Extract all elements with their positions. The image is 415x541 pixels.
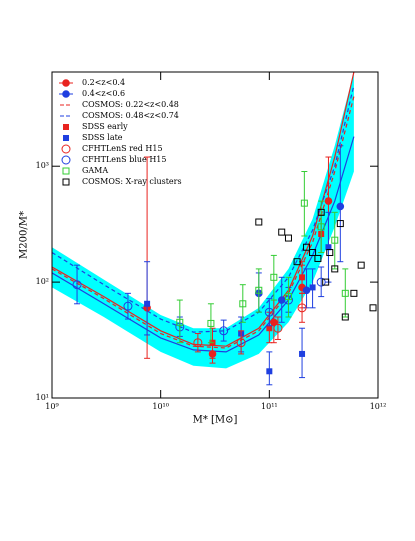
y-tick-label: 10² bbox=[36, 277, 49, 286]
legend-label: 0.4<z<0.6 bbox=[82, 89, 125, 98]
marker bbox=[350, 289, 358, 297]
legend-label: CFHTLenS blue H15 bbox=[82, 155, 166, 164]
marker bbox=[61, 144, 71, 154]
marker bbox=[341, 289, 349, 297]
marker bbox=[63, 124, 69, 130]
legend-label: 0.2<z<0.4 bbox=[82, 78, 125, 87]
x-tick-label: 10¹² bbox=[370, 402, 387, 411]
marker bbox=[63, 135, 69, 141]
plot bbox=[52, 72, 390, 386]
marker bbox=[270, 318, 278, 327]
marker bbox=[309, 249, 317, 257]
marker bbox=[324, 197, 333, 205]
marker bbox=[176, 318, 184, 326]
marker bbox=[299, 350, 306, 357]
x-tick-label: 10¹¹ bbox=[261, 402, 278, 411]
marker bbox=[369, 304, 377, 312]
marker bbox=[322, 278, 330, 286]
marker bbox=[123, 301, 133, 311]
marker bbox=[309, 284, 316, 291]
marker bbox=[266, 325, 273, 332]
marker bbox=[219, 326, 229, 336]
marker bbox=[297, 303, 307, 313]
y-tick-label: 10¹ bbox=[36, 393, 49, 402]
legend-label: SDSS late bbox=[82, 133, 123, 142]
marker bbox=[317, 223, 325, 231]
marker bbox=[384, 274, 390, 280]
legend-label: GAMA bbox=[82, 166, 108, 175]
legend-label: CFHTLenS red H15 bbox=[82, 144, 163, 153]
marker bbox=[62, 79, 70, 87]
marker bbox=[331, 265, 339, 273]
model-line bbox=[52, 85, 355, 333]
marker bbox=[61, 155, 71, 165]
marker bbox=[72, 280, 82, 290]
marker bbox=[357, 261, 365, 269]
marker bbox=[316, 277, 326, 287]
legend-label: COSMOS: 0.48<z<0.74 bbox=[82, 111, 179, 120]
marker bbox=[284, 234, 292, 242]
marker bbox=[336, 202, 345, 211]
marker bbox=[264, 307, 274, 317]
marker bbox=[317, 208, 325, 216]
x-axis-label: M* [M⊙] bbox=[193, 415, 238, 426]
marker bbox=[270, 273, 278, 281]
marker bbox=[331, 236, 339, 244]
x-tick-label: 10¹⁰ bbox=[152, 402, 169, 411]
legend-label: SDSS early bbox=[82, 122, 128, 131]
marker bbox=[255, 286, 263, 294]
marker bbox=[300, 199, 308, 207]
marker bbox=[379, 262, 385, 268]
marker bbox=[193, 338, 203, 348]
marker bbox=[236, 338, 246, 348]
band bbox=[52, 72, 354, 369]
marker bbox=[299, 274, 306, 281]
marker bbox=[314, 254, 322, 262]
model-line bbox=[52, 136, 355, 353]
model-line bbox=[52, 96, 355, 349]
marker bbox=[255, 218, 263, 226]
marker bbox=[62, 167, 70, 175]
plot-frame bbox=[51, 71, 379, 399]
marker bbox=[284, 293, 292, 301]
marker bbox=[302, 286, 311, 295]
x-tick-label: 10⁹ bbox=[45, 402, 59, 411]
legend-label: COSMOS: X-ray clusters bbox=[82, 177, 182, 186]
marker bbox=[341, 313, 349, 321]
marker bbox=[326, 249, 334, 257]
marker bbox=[278, 228, 286, 236]
marker bbox=[273, 323, 283, 333]
marker bbox=[303, 243, 311, 251]
marker bbox=[62, 90, 70, 98]
marker bbox=[266, 368, 273, 375]
marker bbox=[336, 220, 344, 228]
y-axis-label: M200/M* bbox=[19, 211, 30, 259]
marker bbox=[293, 258, 301, 266]
marker bbox=[207, 319, 215, 327]
marker bbox=[239, 300, 247, 308]
marker bbox=[144, 300, 151, 307]
marker bbox=[62, 178, 70, 186]
legend-label: COSMOS: 0.22<z<0.48 bbox=[82, 100, 179, 109]
y-tick-label: 10³ bbox=[36, 161, 49, 170]
marker bbox=[325, 244, 332, 251]
